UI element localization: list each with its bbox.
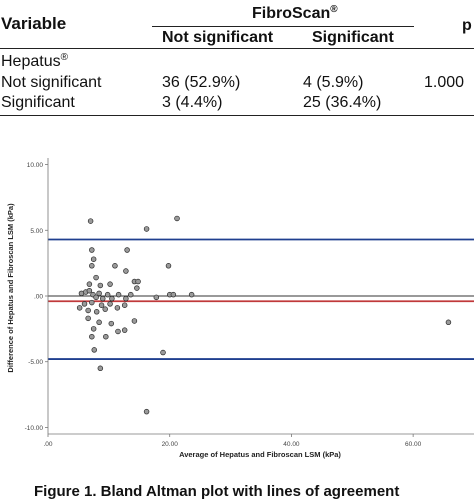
x-axis-label: Average of Hepatus and Fibroscan LSM (kP…	[179, 450, 341, 459]
header-bottom-rule	[0, 48, 474, 49]
data-point	[115, 291, 122, 298]
fibroscan-header-rule	[152, 26, 414, 27]
cell-not-significant: 36 (52.9%)	[162, 74, 241, 91]
data-point	[170, 291, 177, 298]
data-point	[107, 281, 113, 287]
table-bottom-rule	[0, 115, 474, 116]
data-point	[97, 365, 104, 372]
cell-p-value: 1.000	[424, 74, 465, 91]
data-point	[143, 226, 150, 232]
y-axis-label: Difference of Hepatus and Fibroscan LSM …	[6, 203, 15, 373]
data-point	[123, 295, 129, 302]
data-point	[165, 263, 172, 269]
data-point	[121, 302, 128, 308]
data-point	[121, 327, 128, 333]
data-point	[160, 349, 166, 356]
data-point	[93, 274, 99, 281]
data-point	[123, 268, 129, 274]
subheader-significant: Significant	[312, 29, 394, 46]
y-tick-label: -5.00	[28, 359, 43, 366]
data-point	[93, 294, 99, 301]
cell-significant: 4 (5.9%)	[303, 74, 364, 91]
data-point	[188, 291, 195, 298]
column-header-fibroscan: FibroScan®	[252, 4, 338, 22]
data-point	[89, 299, 95, 306]
data-point	[98, 302, 105, 308]
data-point	[128, 291, 134, 298]
data-point	[114, 305, 121, 311]
data-point	[93, 309, 100, 315]
data-point	[89, 333, 95, 340]
row-label: Not significant	[1, 74, 102, 91]
data-point	[90, 326, 97, 332]
cell-not-significant: 3 (4.4%)	[162, 94, 223, 111]
y-tick-label: .00	[34, 294, 43, 301]
data-point	[97, 282, 104, 289]
data-point	[109, 295, 115, 302]
axes: 10.00 5.00 .00 -5.00 -10.00 .00 20.00 40.00 60.0…	[25, 158, 474, 448]
data-point	[115, 328, 121, 335]
figure-caption: Figure 1. Bland Altman plot with lines o…	[34, 483, 400, 500]
data-point	[174, 215, 180, 222]
column-header-variable: Variable	[1, 14, 67, 33]
row-label: Significant	[1, 94, 75, 111]
bland-altman-plot: 10.00 5.00 .00 -5.00 -10.00 .00 20.00 40.00 60.0…	[6, 158, 474, 459]
data-point	[91, 347, 98, 353]
y-tick-label: -10.00	[25, 425, 44, 432]
data-point	[81, 301, 88, 307]
x-tick-label: .00	[43, 441, 52, 448]
data-point	[134, 285, 140, 291]
cell-significant: 25 (36.4%)	[303, 94, 382, 111]
data-point	[104, 291, 111, 298]
data-point	[87, 218, 94, 224]
data-point	[135, 278, 141, 285]
data-point	[131, 318, 138, 324]
data-point	[89, 247, 95, 253]
data-point	[96, 290, 102, 297]
data-point	[124, 247, 130, 253]
x-tick-label: 60.00	[405, 441, 422, 448]
data-point	[96, 319, 102, 326]
data-points	[76, 215, 452, 415]
data-point	[112, 263, 118, 269]
data-point	[76, 305, 83, 311]
data-point	[86, 287, 93, 294]
data-point	[86, 281, 93, 287]
y-tick-label: 5.00	[30, 228, 43, 235]
data-point	[85, 307, 91, 314]
data-point	[107, 301, 113, 307]
x-tick-label: 40.00	[283, 441, 300, 448]
group-label-hepatus: Hepatus®	[1, 52, 68, 70]
x-tick-label: 20.00	[162, 441, 179, 448]
data-point	[102, 306, 108, 312]
subheader-not-significant: Not significant	[162, 29, 274, 46]
data-point	[100, 295, 106, 302]
data-point	[153, 294, 160, 301]
data-point	[108, 320, 115, 327]
data-point	[89, 263, 95, 269]
column-header-p: p	[462, 17, 472, 34]
data-point	[445, 319, 452, 326]
data-point	[143, 408, 150, 415]
data-point	[103, 333, 109, 340]
data-point	[85, 315, 91, 322]
data-point	[90, 256, 97, 262]
y-tick-label: 10.00	[27, 162, 44, 169]
